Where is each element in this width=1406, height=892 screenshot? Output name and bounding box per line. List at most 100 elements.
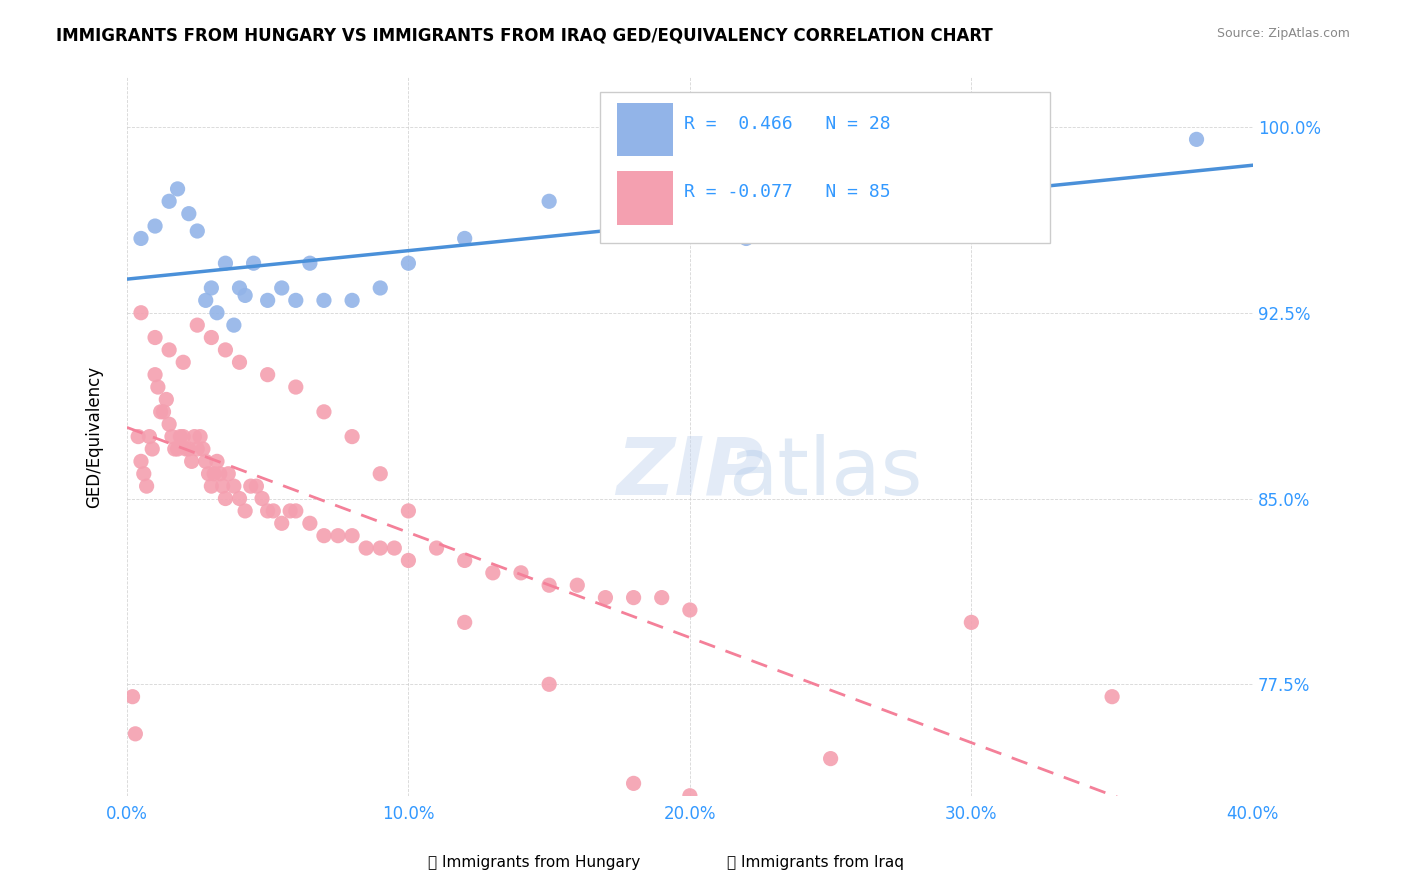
Point — [180, 454, 202, 468]
Point — [157, 417, 180, 432]
Point — [200, 479, 222, 493]
Text: Source: ZipAtlas.com: Source: ZipAtlas.com — [1216, 27, 1350, 40]
Point — [152, 405, 174, 419]
Point — [245, 479, 267, 493]
Point — [222, 318, 245, 333]
FancyBboxPatch shape — [600, 92, 1050, 243]
Point — [233, 288, 256, 302]
Point — [186, 442, 208, 456]
Point — [354, 541, 377, 555]
Point — [166, 182, 188, 196]
Point — [143, 368, 166, 382]
Point — [454, 615, 477, 630]
Point — [186, 224, 208, 238]
FancyBboxPatch shape — [617, 103, 673, 156]
Point — [298, 256, 321, 270]
Point — [340, 429, 363, 443]
Point — [284, 380, 307, 394]
Point — [256, 504, 278, 518]
Point — [510, 566, 533, 580]
Point — [326, 529, 349, 543]
Point — [132, 467, 155, 481]
Point — [262, 504, 284, 518]
Point — [160, 429, 183, 443]
Point — [239, 479, 262, 493]
Point — [396, 553, 419, 567]
Point — [960, 615, 983, 630]
Point — [396, 504, 419, 518]
Point — [129, 306, 152, 320]
Point — [157, 194, 180, 209]
Point — [298, 516, 321, 531]
Point — [425, 541, 447, 555]
Point — [177, 442, 200, 456]
Point — [228, 491, 250, 506]
Point — [214, 256, 236, 270]
Point — [194, 454, 217, 468]
Point — [129, 454, 152, 468]
Text: R = -0.077   N = 85: R = -0.077 N = 85 — [685, 184, 891, 202]
Point — [368, 467, 391, 481]
Point — [454, 231, 477, 245]
Text: atlas: atlas — [728, 434, 922, 511]
Point — [217, 467, 239, 481]
Point — [623, 591, 645, 605]
Point — [214, 491, 236, 506]
Point — [172, 355, 194, 369]
Point — [595, 591, 617, 605]
Point — [651, 591, 673, 605]
Point — [312, 405, 335, 419]
Point — [188, 429, 211, 443]
Point — [138, 429, 160, 443]
Point — [242, 256, 264, 270]
Point — [278, 504, 301, 518]
Point — [169, 429, 191, 443]
Point — [256, 293, 278, 308]
Point — [960, 182, 983, 196]
Point — [538, 194, 561, 209]
Point — [211, 479, 233, 493]
Text: ZIP: ZIP — [616, 434, 763, 511]
Point — [172, 429, 194, 443]
Point — [143, 219, 166, 233]
Text: R =  0.466   N = 28: R = 0.466 N = 28 — [685, 115, 891, 133]
Point — [396, 256, 419, 270]
Point — [141, 442, 163, 456]
Point — [623, 207, 645, 221]
Point — [222, 479, 245, 493]
Point — [200, 330, 222, 344]
Point — [205, 306, 228, 320]
Point — [200, 281, 222, 295]
Point — [127, 429, 149, 443]
Point — [820, 751, 842, 765]
Point — [454, 553, 477, 567]
Point — [538, 578, 561, 592]
Point — [149, 405, 172, 419]
Point — [194, 293, 217, 308]
Text: IMMIGRANTS FROM HUNGARY VS IMMIGRANTS FROM IRAQ GED/EQUIVALENCY CORRELATION CHAR: IMMIGRANTS FROM HUNGARY VS IMMIGRANTS FR… — [56, 27, 993, 45]
Point — [735, 231, 758, 245]
Point — [186, 318, 208, 333]
Point — [623, 776, 645, 790]
Point — [233, 504, 256, 518]
Point — [163, 442, 186, 456]
Point — [340, 529, 363, 543]
Point — [191, 442, 214, 456]
Point — [1101, 690, 1123, 704]
Point — [270, 281, 292, 295]
Point — [177, 207, 200, 221]
Point — [256, 368, 278, 382]
Point — [155, 392, 177, 407]
Point — [202, 467, 225, 481]
Point — [368, 281, 391, 295]
Point — [284, 293, 307, 308]
Point — [228, 281, 250, 295]
Point — [121, 690, 143, 704]
Point — [270, 516, 292, 531]
Point — [382, 541, 405, 555]
Text: ⬜ Immigrants from Iraq: ⬜ Immigrants from Iraq — [727, 855, 904, 870]
Point — [1185, 132, 1208, 146]
Point — [174, 442, 197, 456]
Point — [312, 529, 335, 543]
Point — [679, 603, 702, 617]
